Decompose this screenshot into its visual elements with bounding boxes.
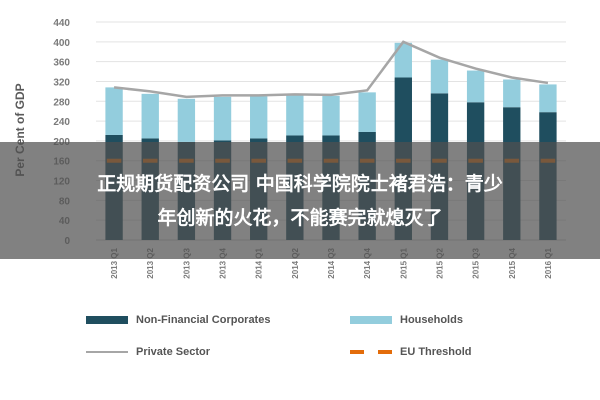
x-axis-ticks: 2013 Q1 2013 Q2 2013 Q3 2013 Q4 2014 Q1 2014 … — [110, 247, 553, 278]
legend-item-eu-threshold: EU Threshold — [350, 346, 472, 358]
bar-households — [177, 98, 196, 142]
bar-households — [250, 96, 268, 139]
legend-swatch-eu-threshold — [350, 350, 392, 354]
x-tick-label: 2013 Q3 — [182, 247, 191, 278]
legend-swatch-non-financial — [86, 316, 128, 324]
bar-households — [286, 94, 304, 136]
legend-label-households: Households — [400, 314, 463, 326]
bar-households — [539, 84, 557, 113]
x-tick-label: 2015 Q4 — [508, 247, 517, 278]
bar-households — [141, 93, 159, 139]
x-tick-label: 2015 Q2 — [435, 247, 444, 278]
legend-item-non-financial: Non-Financial Corporates — [86, 314, 270, 326]
legend: Non-Financial Corporates Households Priv… — [80, 306, 550, 370]
y-tick-label: 240 — [53, 117, 70, 128]
x-tick-label: 2013 Q4 — [219, 247, 228, 278]
x-tick-label: 2015 Q1 — [399, 247, 408, 278]
x-tick-label: 2013 Q2 — [146, 247, 155, 278]
overlay-line-1: 正规期货配资公司 中国科学院院士褚君浩：青少 — [97, 172, 503, 195]
overlay-headline: 正规期货配资公司 中国科学院院士褚君浩：青少 年创新的火花，不能赛完就熄灭了 — [10, 167, 590, 235]
y-tick-label: 360 — [53, 58, 70, 69]
legend-swatch-private-sector — [86, 351, 128, 353]
bar-households — [430, 59, 449, 94]
x-tick-label: 2013 Q1 — [110, 247, 119, 278]
bar-households — [105, 87, 123, 135]
overlay-banner: 正规期货配资公司 中国科学院院士褚君浩：青少 年创新的火花，不能赛完就熄灭了 — [0, 142, 600, 259]
y-tick-label: 440 — [53, 18, 70, 29]
x-tick-label: 2014 Q1 — [255, 247, 264, 278]
private-sector-line — [113, 40, 549, 99]
bar-households — [213, 96, 232, 141]
legend-item-private-sector: Private Sector — [86, 346, 210, 358]
legend-swatch-households — [350, 316, 392, 324]
legend-label-private-sector: Private Sector — [136, 346, 210, 358]
x-tick-label: 2014 Q2 — [291, 247, 300, 278]
legend-label-non-financial: Non-Financial Corporates — [136, 314, 271, 326]
legend-label-eu-threshold: EU Threshold — [400, 346, 472, 358]
overlay-line-2: 年创新的火花，不能赛完就熄灭了 — [157, 206, 443, 229]
legend-item-households: Households — [350, 314, 463, 326]
bar-households — [466, 70, 485, 103]
bar-households — [394, 42, 412, 78]
private-sector-line-group — [113, 40, 549, 99]
bar-households — [503, 79, 521, 108]
y-tick-label: 400 — [53, 38, 70, 49]
x-tick-label: 2014 Q3 — [327, 247, 336, 278]
x-tick-label: 2016 Q1 — [544, 247, 553, 278]
x-tick-label: 2015 Q3 — [472, 247, 481, 278]
bar-households — [322, 95, 340, 136]
x-tick-label: 2014 Q4 — [363, 247, 372, 278]
bar-households — [358, 92, 376, 132]
y-tick-label: 280 — [53, 97, 70, 108]
y-tick-label: 320 — [53, 77, 70, 88]
